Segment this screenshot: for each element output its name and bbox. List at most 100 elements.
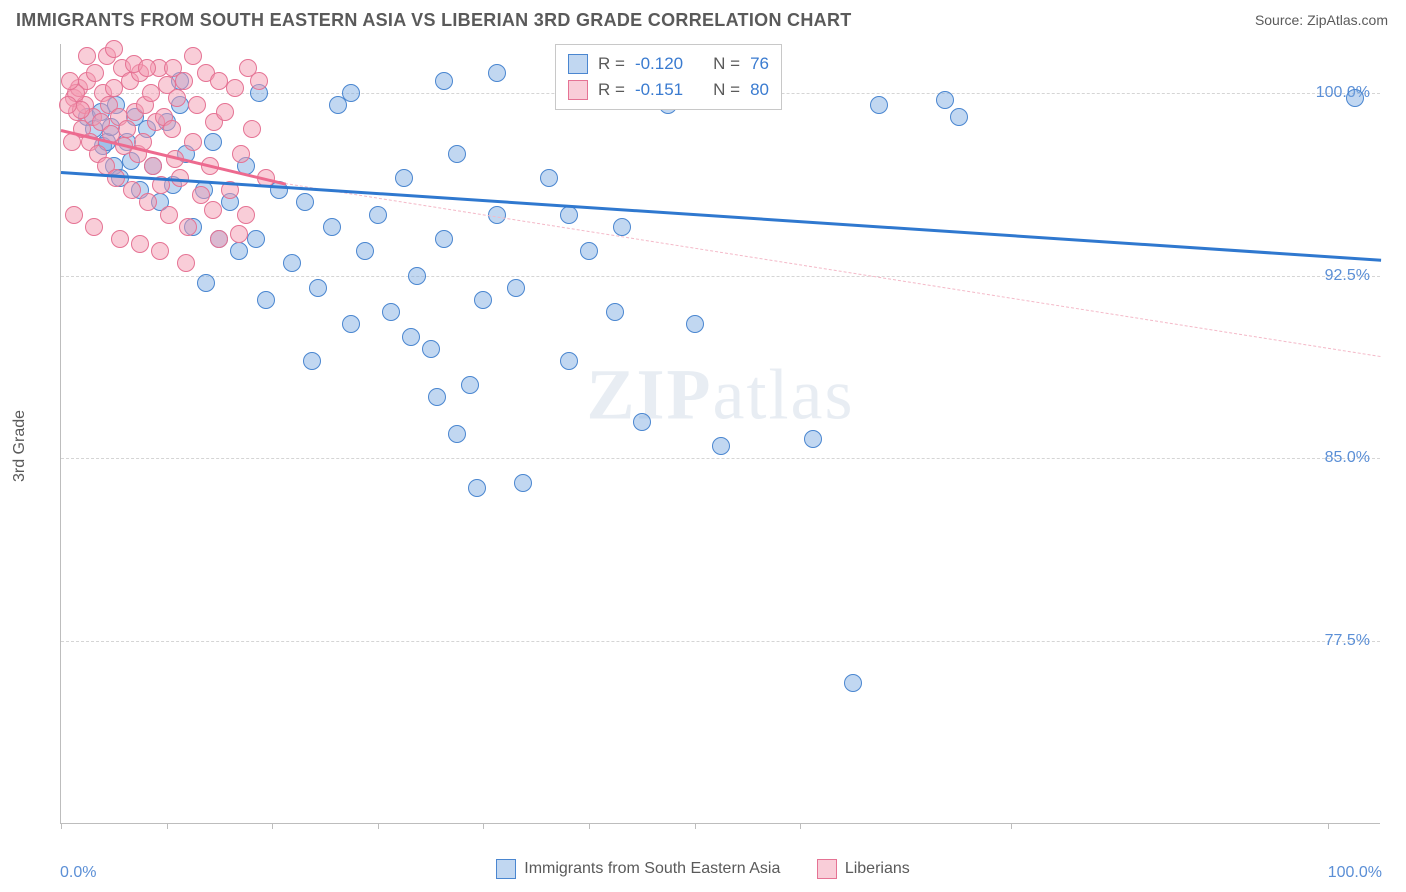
data-point — [435, 72, 453, 90]
gridline — [61, 276, 1380, 277]
data-point — [461, 376, 479, 394]
legend-label-blue: Immigrants from South Eastern Asia — [524, 860, 780, 878]
data-point — [210, 230, 228, 248]
data-point — [78, 47, 96, 65]
x-tick — [378, 823, 379, 829]
x-tick — [1011, 823, 1012, 829]
data-point — [507, 279, 525, 297]
data-point — [712, 437, 730, 455]
data-point — [514, 474, 532, 492]
data-point — [65, 206, 83, 224]
x-tick — [167, 823, 168, 829]
x-tick — [695, 823, 696, 829]
data-point — [85, 218, 103, 236]
data-point — [580, 242, 598, 260]
data-point — [560, 352, 578, 370]
data-point — [633, 413, 651, 431]
y-tick-label: 77.5% — [1325, 632, 1370, 650]
data-point — [118, 120, 136, 138]
data-point — [540, 169, 558, 187]
data-point — [435, 230, 453, 248]
data-point — [160, 206, 178, 224]
source-value: ZipAtlas.com — [1307, 12, 1388, 28]
watermark: ZIPatlas — [587, 353, 855, 436]
data-point — [184, 47, 202, 65]
swatch-pink-icon — [568, 80, 588, 100]
data-point — [86, 64, 104, 82]
data-point — [232, 145, 250, 163]
data-point — [468, 479, 486, 497]
data-point — [936, 91, 954, 109]
trend-line — [285, 183, 1381, 357]
x-tick — [1328, 823, 1329, 829]
data-point — [111, 230, 129, 248]
data-point — [296, 193, 314, 211]
y-axis-title: 3rd Grade — [11, 410, 29, 482]
data-point — [369, 206, 387, 224]
data-point — [123, 181, 141, 199]
data-point — [144, 157, 162, 175]
data-point — [870, 96, 888, 114]
data-point — [342, 315, 360, 333]
n-value-blue: 76 — [750, 54, 769, 74]
source-label: Source: — [1255, 12, 1303, 28]
correlation-stats-box: R = -0.120 N = 76 R = -0.151 N = 80 — [555, 44, 782, 110]
y-tick-label: 85.0% — [1325, 449, 1370, 467]
data-point — [131, 235, 149, 253]
stats-row-pink: R = -0.151 N = 80 — [568, 77, 769, 103]
x-tick — [272, 823, 273, 829]
data-point — [448, 425, 466, 443]
gridline — [61, 641, 1380, 642]
x-axis-min-label: 0.0% — [60, 864, 96, 882]
data-point — [164, 59, 182, 77]
data-point — [179, 218, 197, 236]
r-label: R = — [598, 54, 625, 74]
data-point — [163, 120, 181, 138]
data-point — [606, 303, 624, 321]
n-label: N = — [713, 54, 740, 74]
data-point — [230, 242, 248, 260]
data-point — [197, 274, 215, 292]
data-point — [560, 206, 578, 224]
swatch-pink-icon — [817, 859, 837, 879]
data-point — [239, 59, 257, 77]
r-value-pink: -0.151 — [635, 80, 683, 100]
data-point — [216, 103, 234, 121]
data-point — [395, 169, 413, 187]
chart-title: IMMIGRANTS FROM SOUTH EASTERN ASIA VS LI… — [16, 10, 852, 31]
data-point — [804, 430, 822, 448]
y-tick-label: 92.5% — [1325, 267, 1370, 285]
r-label: R = — [598, 80, 625, 100]
source-attribution: Source: ZipAtlas.com — [1255, 12, 1388, 28]
n-label: N = — [713, 80, 740, 100]
bottom-legend: Immigrants from South Eastern Asia Liber… — [0, 859, 1406, 884]
scatter-plot-area: ZIPatlas 77.5%85.0%92.5%100.0% — [60, 44, 1380, 824]
data-point — [356, 242, 374, 260]
n-value-pink: 80 — [750, 80, 769, 100]
data-point — [243, 120, 261, 138]
data-point — [428, 388, 446, 406]
data-point — [59, 96, 77, 114]
data-point — [1346, 89, 1364, 107]
data-point — [177, 254, 195, 272]
data-point — [488, 64, 506, 82]
legend-item-blue: Immigrants from South Eastern Asia — [496, 859, 780, 879]
data-point — [230, 225, 248, 243]
data-point — [844, 674, 862, 692]
data-point — [283, 254, 301, 272]
data-point — [402, 328, 420, 346]
data-point — [382, 303, 400, 321]
data-point — [247, 230, 265, 248]
trend-line — [61, 171, 1381, 262]
x-tick — [61, 823, 62, 829]
data-point — [323, 218, 341, 236]
data-point — [61, 72, 79, 90]
x-tick — [589, 823, 590, 829]
legend-label-pink: Liberians — [845, 860, 910, 878]
data-point — [686, 315, 704, 333]
data-point — [138, 59, 156, 77]
data-point — [309, 279, 327, 297]
data-point — [257, 291, 275, 309]
data-point — [303, 352, 321, 370]
data-point — [204, 133, 222, 151]
